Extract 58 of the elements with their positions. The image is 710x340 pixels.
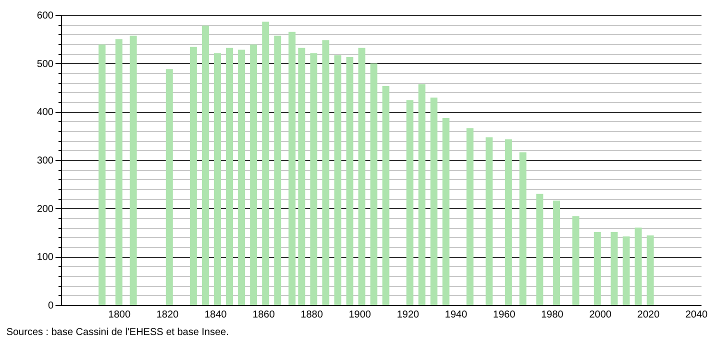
bar bbox=[298, 48, 306, 305]
y-tick-label: 600 bbox=[36, 10, 54, 22]
bar bbox=[536, 194, 544, 305]
bar bbox=[594, 232, 601, 305]
bar bbox=[572, 216, 580, 305]
x-tick-label: 1800 bbox=[108, 310, 131, 320]
bar bbox=[226, 48, 234, 305]
bar bbox=[442, 118, 450, 305]
x-tick-label: 1980 bbox=[541, 310, 564, 320]
x-tick-label: 1880 bbox=[300, 310, 324, 320]
bar bbox=[418, 84, 426, 305]
x-tick-label: 1940 bbox=[444, 310, 468, 320]
bar bbox=[130, 36, 137, 305]
bar bbox=[238, 50, 246, 305]
bar bbox=[262, 22, 270, 305]
y-tick-label: 400 bbox=[36, 107, 54, 118]
y-tick-label: 0 bbox=[48, 300, 54, 312]
bar bbox=[646, 235, 654, 305]
bar bbox=[334, 55, 342, 305]
bar bbox=[190, 46, 197, 305]
bar bbox=[466, 128, 474, 305]
bar bbox=[98, 44, 106, 305]
bar bbox=[202, 26, 209, 305]
y-tick-label: 100 bbox=[36, 252, 54, 264]
x-tick-label: 1920 bbox=[396, 310, 420, 320]
bar bbox=[274, 36, 282, 305]
bar bbox=[486, 137, 493, 305]
bar bbox=[358, 48, 366, 305]
x-tick-label: 2040 bbox=[685, 310, 708, 320]
x-tick-label: 1900 bbox=[348, 310, 372, 320]
y-tick-label: 200 bbox=[36, 204, 54, 215]
bar bbox=[553, 200, 560, 305]
bar bbox=[382, 86, 390, 305]
x-tick-label: 1860 bbox=[252, 310, 276, 320]
x-tick-label: 1820 bbox=[156, 310, 180, 320]
bar bbox=[504, 139, 512, 305]
bar bbox=[406, 100, 414, 305]
x-tick-label: 1840 bbox=[204, 310, 228, 320]
x-tick-label: 1960 bbox=[493, 310, 516, 320]
bar bbox=[370, 63, 378, 305]
bar bbox=[250, 44, 258, 305]
bar bbox=[610, 232, 618, 305]
y-tick-label: 300 bbox=[36, 156, 54, 166]
x-tick-label: 2020 bbox=[637, 310, 660, 320]
bar bbox=[115, 39, 122, 305]
bar bbox=[214, 53, 221, 305]
bar bbox=[346, 57, 354, 305]
y-tick-label: 500 bbox=[36, 58, 54, 70]
bar bbox=[622, 236, 630, 305]
bar bbox=[310, 53, 318, 305]
x-tick-label: 2000 bbox=[589, 310, 612, 320]
source-note: Sources : base Cassini de l'EHESS et base Insee. bbox=[6, 327, 229, 338]
bar bbox=[519, 152, 526, 305]
bar bbox=[288, 32, 296, 305]
bar bbox=[430, 98, 438, 305]
bar bbox=[166, 69, 173, 305]
bar bbox=[322, 40, 330, 305]
bar bbox=[634, 228, 642, 305]
